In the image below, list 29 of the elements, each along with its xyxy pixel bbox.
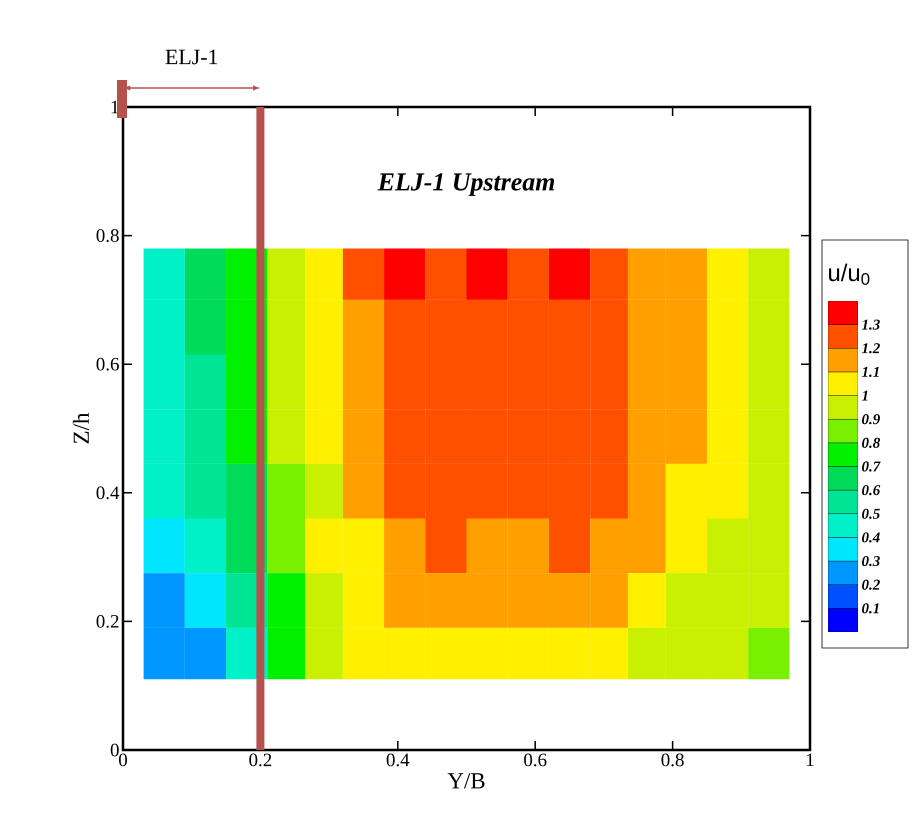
- color-bar-label: 1.2: [862, 343, 880, 354]
- y-tick-label: 0.4: [96, 486, 120, 500]
- color-bar-label: 1: [862, 390, 868, 400]
- y-tick-label: 1: [112, 100, 118, 114]
- y-tick-label: 0: [110, 744, 119, 756]
- color-bar-label: 1.1: [862, 366, 879, 377]
- color-bar-label: 0.7: [862, 461, 881, 472]
- text: ELJ-1: [166, 50, 218, 64]
- color-bar-label: 0.1: [862, 603, 879, 614]
- color-bar-title: u/u$_{0}$: [829, 264, 870, 285]
- color-bar-label: 0.4: [862, 532, 880, 543]
- y-axis-title: Z/h: [72, 412, 89, 444]
- x-axis-title: Y/B: [448, 773, 484, 789]
- y-tick-label: 0.6: [96, 358, 119, 371]
- x-tick-label: 0.8: [661, 754, 684, 766]
- x-tick-label: 0.2: [249, 754, 272, 766]
- color-bar-label: 0.3: [862, 556, 880, 566]
- x-tick-label: 1: [806, 754, 814, 766]
- color-bar-label: 0.9: [862, 414, 880, 424]
- color-bar-label: 1.3: [862, 320, 880, 330]
- color-bar-label: 0.5: [862, 508, 880, 519]
- text: ELJ-1 Upstream: [377, 173, 554, 196]
- color-bar-label: 0.6: [862, 485, 880, 496]
- y-tick-label: 0.8: [96, 229, 119, 242]
- color-bar-label: 0.2: [862, 580, 880, 590]
- color-bar-label: 0.8: [862, 438, 880, 448]
- x-tick-label: 0.4: [386, 754, 410, 766]
- y-tick-label: 0.2: [96, 614, 118, 628]
- x-tick-label: 0.6: [524, 754, 546, 766]
